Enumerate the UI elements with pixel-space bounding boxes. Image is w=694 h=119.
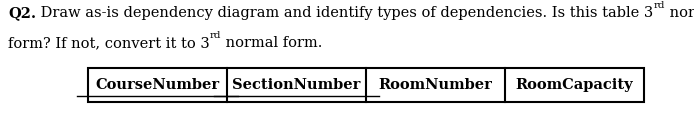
Text: normal: normal bbox=[665, 6, 694, 20]
Text: Draw as-is dependency diagram and identify types of dependencies. Is this table : Draw as-is dependency diagram and identi… bbox=[36, 6, 653, 20]
Text: Q2.: Q2. bbox=[8, 6, 36, 20]
Text: normal form.: normal form. bbox=[221, 36, 323, 50]
Text: SectionNumber: SectionNumber bbox=[232, 78, 361, 92]
Bar bbox=[88, 68, 644, 102]
Text: rd: rd bbox=[210, 31, 221, 40]
Text: rd: rd bbox=[653, 1, 665, 10]
Text: CourseNumber: CourseNumber bbox=[96, 78, 219, 92]
Text: form? If not, convert it to 3: form? If not, convert it to 3 bbox=[8, 36, 210, 50]
Text: RoomCapacity: RoomCapacity bbox=[516, 78, 634, 92]
Text: RoomNumber: RoomNumber bbox=[378, 78, 493, 92]
